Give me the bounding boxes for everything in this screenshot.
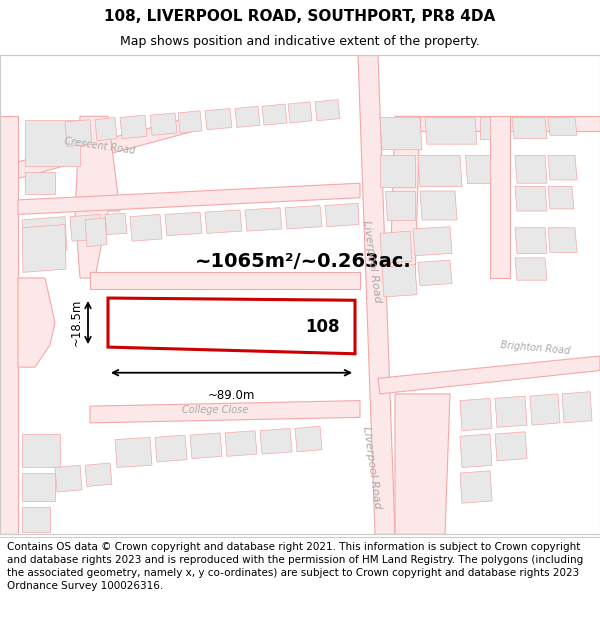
Polygon shape bbox=[18, 183, 360, 214]
Polygon shape bbox=[465, 156, 490, 183]
Polygon shape bbox=[495, 396, 527, 428]
Text: ~18.5m: ~18.5m bbox=[70, 299, 83, 346]
Polygon shape bbox=[515, 156, 547, 183]
Polygon shape bbox=[165, 213, 202, 236]
Polygon shape bbox=[105, 213, 127, 234]
Polygon shape bbox=[90, 401, 360, 423]
Polygon shape bbox=[178, 111, 202, 133]
Polygon shape bbox=[18, 278, 55, 367]
Polygon shape bbox=[530, 394, 560, 425]
Polygon shape bbox=[418, 260, 452, 286]
Polygon shape bbox=[120, 115, 147, 139]
Polygon shape bbox=[515, 186, 547, 211]
Polygon shape bbox=[358, 55, 395, 534]
Polygon shape bbox=[548, 118, 577, 135]
Polygon shape bbox=[315, 99, 340, 121]
Polygon shape bbox=[395, 394, 450, 534]
Polygon shape bbox=[420, 191, 457, 220]
Polygon shape bbox=[548, 186, 574, 209]
Polygon shape bbox=[460, 434, 492, 468]
Polygon shape bbox=[25, 172, 55, 194]
Polygon shape bbox=[495, 432, 527, 461]
Polygon shape bbox=[460, 398, 492, 431]
Polygon shape bbox=[378, 356, 600, 394]
Polygon shape bbox=[385, 191, 415, 220]
Polygon shape bbox=[55, 465, 82, 492]
Polygon shape bbox=[380, 118, 422, 150]
Text: Crescent Road: Crescent Road bbox=[64, 136, 136, 156]
Text: ~89.0m: ~89.0m bbox=[208, 389, 255, 402]
Polygon shape bbox=[245, 208, 282, 231]
Text: Brighton Road: Brighton Road bbox=[500, 340, 571, 356]
Polygon shape bbox=[25, 119, 80, 166]
Polygon shape bbox=[95, 118, 117, 141]
Polygon shape bbox=[115, 438, 152, 468]
Polygon shape bbox=[235, 106, 260, 128]
Polygon shape bbox=[225, 431, 257, 456]
Polygon shape bbox=[562, 392, 592, 423]
Polygon shape bbox=[190, 433, 222, 459]
Polygon shape bbox=[22, 473, 55, 501]
Text: Liverpool Road: Liverpool Road bbox=[361, 426, 383, 509]
Polygon shape bbox=[155, 435, 187, 462]
Polygon shape bbox=[420, 116, 600, 131]
Polygon shape bbox=[418, 156, 462, 186]
Polygon shape bbox=[205, 109, 232, 130]
Polygon shape bbox=[380, 156, 415, 186]
Polygon shape bbox=[65, 119, 92, 146]
Polygon shape bbox=[150, 113, 177, 135]
Polygon shape bbox=[325, 203, 359, 227]
Polygon shape bbox=[90, 272, 360, 289]
Polygon shape bbox=[285, 206, 322, 229]
Polygon shape bbox=[70, 214, 102, 241]
Polygon shape bbox=[425, 118, 477, 144]
Text: 108, LIVERPOOL ROAD, SOUTHPORT, PR8 4DA: 108, LIVERPOOL ROAD, SOUTHPORT, PR8 4DA bbox=[104, 9, 496, 24]
Polygon shape bbox=[515, 228, 547, 254]
Polygon shape bbox=[130, 214, 162, 241]
Polygon shape bbox=[380, 231, 412, 264]
Polygon shape bbox=[548, 156, 577, 180]
Polygon shape bbox=[22, 224, 66, 272]
Polygon shape bbox=[22, 434, 60, 468]
Polygon shape bbox=[108, 298, 355, 354]
Polygon shape bbox=[413, 227, 452, 256]
Polygon shape bbox=[382, 264, 417, 297]
Polygon shape bbox=[22, 506, 50, 532]
Polygon shape bbox=[260, 429, 292, 454]
Polygon shape bbox=[512, 118, 547, 139]
Polygon shape bbox=[515, 258, 547, 280]
Polygon shape bbox=[295, 426, 322, 452]
Polygon shape bbox=[75, 116, 120, 278]
Polygon shape bbox=[480, 118, 490, 139]
Polygon shape bbox=[460, 471, 492, 503]
Text: Liverpool Road: Liverpool Road bbox=[361, 219, 383, 303]
Polygon shape bbox=[490, 116, 510, 278]
Text: College Close: College Close bbox=[182, 404, 248, 414]
Polygon shape bbox=[0, 116, 18, 534]
Polygon shape bbox=[85, 217, 107, 247]
Text: Contains OS data © Crown copyright and database right 2021. This information is : Contains OS data © Crown copyright and d… bbox=[7, 542, 583, 591]
Polygon shape bbox=[262, 104, 287, 125]
Polygon shape bbox=[390, 116, 420, 278]
Polygon shape bbox=[548, 228, 577, 253]
Text: ~1065m²/~0.263ac.: ~1065m²/~0.263ac. bbox=[195, 252, 412, 271]
Polygon shape bbox=[22, 217, 67, 254]
Polygon shape bbox=[205, 210, 242, 233]
Polygon shape bbox=[85, 463, 112, 486]
Polygon shape bbox=[288, 102, 312, 123]
Text: 108: 108 bbox=[305, 318, 340, 336]
Polygon shape bbox=[0, 116, 195, 183]
Text: Map shows position and indicative extent of the property.: Map shows position and indicative extent… bbox=[120, 35, 480, 48]
